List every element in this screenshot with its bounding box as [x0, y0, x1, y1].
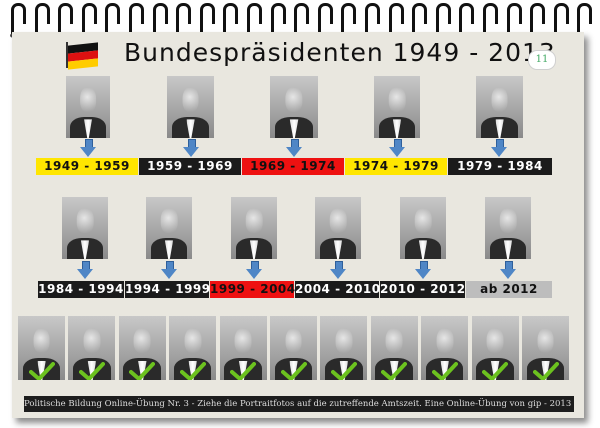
- spiral-ring: [198, 3, 215, 38]
- portrait-slot-1969-1974[interactable]: [270, 76, 318, 138]
- checkmark-icon: [179, 362, 206, 380]
- arrow-down-icon: [415, 261, 431, 279]
- footer-instructions: Politische Bildung Online-Übung Nr. 3 - …: [24, 396, 574, 412]
- checkmark-icon: [129, 362, 156, 380]
- draggable-portrait-thumbnail[interactable]: [270, 316, 317, 380]
- page-title: Bundespräsidenten 1949 - 2013: [124, 38, 556, 67]
- page-number-badge: 11: [528, 50, 556, 70]
- draggable-portrait-thumbnail[interactable]: [118, 316, 166, 380]
- spiral-ring: [387, 3, 404, 38]
- period-label-2004-2010: 2004 - 2010: [295, 281, 381, 298]
- spiral-ring: [151, 3, 168, 38]
- arrow-down-icon: [330, 261, 346, 279]
- spiral-ring: [128, 3, 144, 38]
- checkmark-icon: [431, 362, 458, 380]
- german-flag-icon: [66, 42, 98, 70]
- portrait-slot-1984-1994[interactable]: [62, 197, 108, 259]
- spiral-ring: [505, 3, 522, 38]
- checkmark-icon: [280, 362, 307, 380]
- spiral-ring: [269, 3, 286, 38]
- spiral-ring: [222, 3, 239, 38]
- portrait-slot-1949-1959[interactable]: [66, 76, 110, 138]
- period-label-1959-1969: 1959 - 1969: [139, 158, 241, 175]
- arrow-down-icon: [80, 139, 96, 157]
- arrow-down-icon: [286, 139, 302, 157]
- spiral-ring: [434, 3, 451, 38]
- spiral-ring: [80, 3, 97, 38]
- checkmark-icon: [230, 362, 257, 380]
- checkmark-icon: [381, 362, 408, 380]
- spiral-ring: [552, 3, 569, 38]
- checkmark-icon: [78, 362, 105, 380]
- spiral-ring: [246, 3, 262, 38]
- spiral-ring: [175, 3, 192, 38]
- draggable-portrait-thumbnail[interactable]: [320, 316, 368, 380]
- portrait-slot-ab-2012[interactable]: [485, 197, 531, 259]
- draggable-portrait-thumbnail[interactable]: [370, 316, 418, 380]
- arrow-down-icon: [500, 261, 516, 279]
- period-label-1994-1999: 1994 - 1999: [125, 281, 211, 298]
- checkmark-icon: [482, 362, 509, 380]
- period-label-1979-1984: 1979 - 1984: [448, 158, 552, 175]
- spiral-ring: [482, 3, 498, 38]
- portrait-slot-1994-1999[interactable]: [146, 197, 192, 259]
- draggable-portrait-thumbnail[interactable]: [169, 316, 217, 380]
- portrait-slot-1959-1969[interactable]: [167, 76, 214, 138]
- spiral-ring: [529, 3, 546, 38]
- spiral-ring: [104, 3, 121, 38]
- spiral-ring: [411, 3, 428, 38]
- portrait-slot-1979-1984[interactable]: [476, 76, 523, 138]
- spiral-ring: [458, 3, 475, 38]
- arrow-down-icon: [491, 139, 507, 157]
- portrait-slot-1974-1979[interactable]: [374, 76, 420, 138]
- period-label-ab-2012: ab 2012: [466, 281, 552, 298]
- spiral-binding: [10, 0, 593, 40]
- draggable-portrait-thumbnail[interactable]: [471, 316, 519, 380]
- period-label-1999-2004: 1999 - 2004: [210, 281, 296, 298]
- period-label-2010-2012: 2010 - 2012: [380, 281, 466, 298]
- draggable-portrait-thumbnail[interactable]: [68, 316, 116, 380]
- checkmark-icon: [28, 362, 55, 380]
- period-label-1949-1959: 1949 - 1959: [36, 158, 138, 175]
- spiral-ring: [57, 3, 74, 38]
- spiral-ring: [364, 3, 380, 38]
- draggable-portrait-thumbnail[interactable]: [18, 316, 65, 380]
- portrait-slot-1999-2004[interactable]: [231, 197, 277, 259]
- spiral-ring: [293, 3, 310, 38]
- draggable-portrait-thumbnail[interactable]: [522, 316, 569, 380]
- arrow-down-icon: [183, 139, 199, 157]
- spiral-ring: [10, 3, 26, 38]
- period-label-1969-1974: 1969 - 1974: [242, 158, 344, 175]
- spiral-ring: [576, 3, 593, 38]
- checkmark-icon: [330, 362, 357, 380]
- period-label-1974-1979: 1974 - 1979: [345, 158, 447, 175]
- arrow-down-icon: [246, 261, 262, 279]
- period-label-1984-1994: 1984 - 1994: [38, 281, 124, 298]
- arrow-down-icon: [161, 261, 177, 279]
- spiral-ring: [340, 3, 357, 38]
- draggable-portrait-thumbnail[interactable]: [219, 316, 267, 380]
- arrow-down-icon: [389, 139, 405, 157]
- spiral-ring: [33, 3, 50, 38]
- draggable-portrait-thumbnail[interactable]: [421, 316, 469, 380]
- checkmark-icon: [532, 362, 559, 380]
- arrow-down-icon: [77, 261, 93, 279]
- spiral-ring: [316, 3, 333, 38]
- portrait-slot-2004-2010[interactable]: [315, 197, 361, 259]
- portrait-slot-2010-2012[interactable]: [400, 197, 446, 259]
